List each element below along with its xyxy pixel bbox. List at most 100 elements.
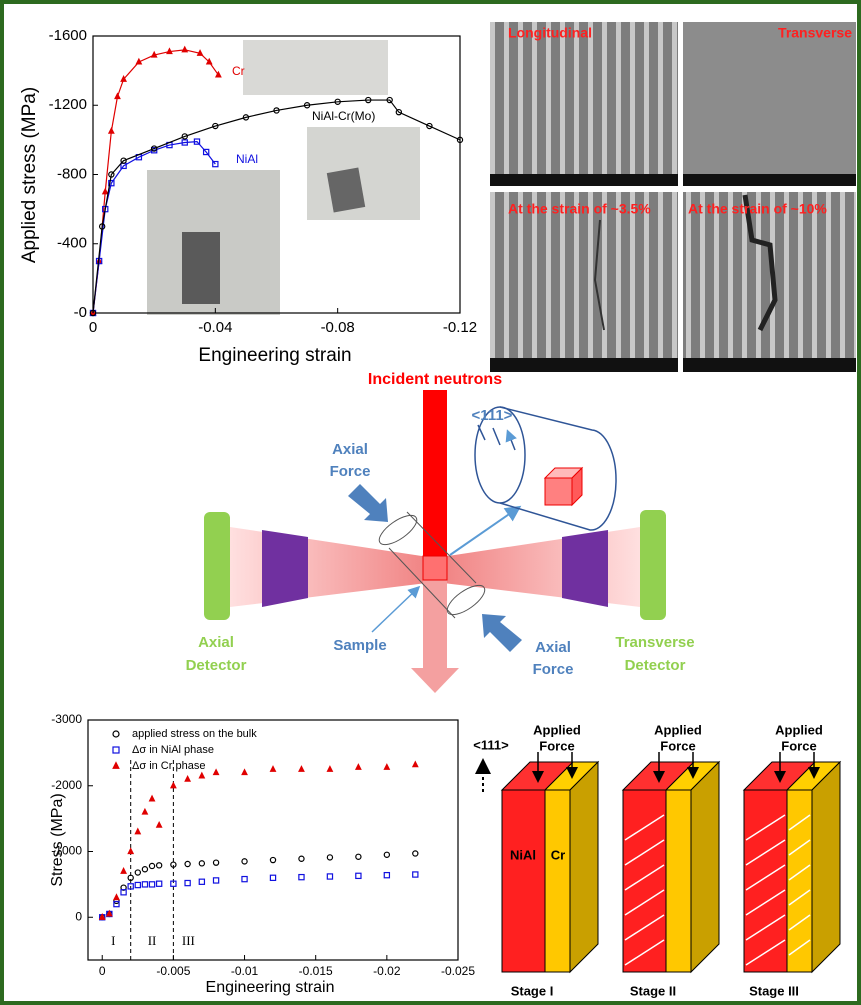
y-tick-label: -400 bbox=[57, 235, 87, 252]
marker bbox=[242, 114, 250, 121]
series-label: Cr bbox=[232, 64, 245, 78]
marker bbox=[269, 765, 277, 772]
force-label: Applied bbox=[533, 722, 581, 737]
direction-label: <111> bbox=[473, 737, 509, 752]
marker bbox=[107, 126, 115, 134]
micrograph bbox=[490, 192, 678, 372]
block-front bbox=[743, 789, 788, 973]
phase-label: NiAl bbox=[510, 847, 536, 862]
marker bbox=[166, 47, 173, 55]
slip-line bbox=[788, 939, 811, 956]
x-tick-label: -0.02 bbox=[373, 964, 401, 978]
y-tick-label: -3000 bbox=[51, 712, 82, 726]
x-tick-label: -0.08 bbox=[321, 319, 355, 336]
force-label: Force bbox=[330, 463, 371, 480]
slip-line bbox=[624, 914, 665, 941]
marker bbox=[148, 881, 156, 888]
y-tick-label: -1200 bbox=[49, 96, 87, 113]
marker bbox=[386, 96, 393, 104]
marker bbox=[298, 855, 305, 862]
detector bbox=[204, 512, 230, 620]
marker bbox=[148, 794, 156, 802]
marker bbox=[205, 57, 213, 65]
x-tick-label: -0.12 bbox=[443, 319, 477, 336]
y-tick-label: -1000 bbox=[51, 844, 82, 858]
micrograph-label: Longitudinal bbox=[508, 25, 592, 41]
marker bbox=[355, 872, 362, 880]
slip-line bbox=[788, 839, 811, 856]
marker bbox=[98, 223, 106, 230]
marker bbox=[141, 881, 149, 888]
marker bbox=[241, 768, 248, 776]
slip-line bbox=[624, 839, 665, 866]
marker bbox=[198, 771, 206, 779]
marker bbox=[155, 880, 163, 887]
marker bbox=[198, 878, 206, 885]
stage-label: II bbox=[148, 933, 157, 948]
slip-line bbox=[745, 814, 786, 841]
marker bbox=[135, 57, 143, 65]
marker bbox=[134, 869, 142, 876]
series-line bbox=[92, 99, 461, 314]
sample-end bbox=[378, 514, 418, 546]
slip-line bbox=[788, 814, 811, 831]
marker bbox=[303, 102, 311, 109]
x-tick-label: -0.04 bbox=[198, 319, 232, 336]
block-front bbox=[622, 789, 667, 973]
marker bbox=[241, 875, 248, 883]
stage-name: Stage III bbox=[749, 983, 799, 998]
detector-label: Detector bbox=[186, 657, 247, 674]
micrographs: Longitudinal Transverse At the strain of… bbox=[490, 22, 856, 372]
marker bbox=[170, 861, 177, 868]
marker bbox=[395, 108, 403, 116]
micrograph-label: At the strain of ~3.5% bbox=[508, 201, 651, 217]
slip-line bbox=[745, 889, 786, 916]
chart: -0 -400 -800 -1200 -1600 0 -0.04 -0.08 -0.12 Appl… bbox=[19, 27, 477, 366]
y-axis-label: Applied stress (MPa) bbox=[19, 87, 40, 263]
marker bbox=[383, 851, 391, 858]
marker bbox=[273, 107, 280, 114]
marker bbox=[150, 50, 158, 58]
marker bbox=[141, 866, 149, 873]
stage-name: Stage I bbox=[511, 983, 554, 998]
marker bbox=[181, 45, 189, 53]
x-tick-label: -0.01 bbox=[231, 964, 259, 978]
marker bbox=[196, 49, 204, 56]
marker bbox=[326, 873, 334, 880]
micrograph bbox=[683, 192, 856, 372]
x-tick-label: 0 bbox=[99, 964, 106, 978]
scale-bar bbox=[490, 174, 678, 186]
force-label: Applied bbox=[654, 722, 702, 737]
force-arrow bbox=[482, 614, 522, 652]
marker bbox=[212, 859, 220, 866]
diffraction-diagram: Incident neutrons <111> Axial Force Axia… bbox=[186, 371, 695, 693]
marker bbox=[155, 820, 163, 828]
marker bbox=[298, 873, 305, 881]
direction-arrows bbox=[477, 425, 515, 451]
plot-frame bbox=[87, 719, 459, 961]
marker bbox=[113, 893, 120, 901]
crack bbox=[742, 194, 778, 332]
slip-line bbox=[624, 814, 665, 841]
marker bbox=[326, 854, 334, 861]
marker bbox=[134, 881, 142, 889]
y-tick-label: -2000 bbox=[51, 778, 82, 792]
beam-label: Incident neutrons bbox=[368, 371, 502, 388]
detector-label: Axial bbox=[198, 634, 234, 651]
chart: -3000 -2000 -1000 0 0 -0.005 -0.01 -0.015 -0.02 -… bbox=[49, 712, 475, 996]
force-arrow bbox=[348, 484, 388, 522]
y-tick-label: -800 bbox=[57, 165, 87, 182]
slip-line bbox=[788, 914, 811, 931]
transmitted-beam bbox=[423, 568, 447, 668]
photo-sample bbox=[182, 232, 220, 304]
marker bbox=[120, 889, 127, 896]
slip-line bbox=[624, 939, 665, 966]
marker bbox=[212, 877, 220, 884]
marker bbox=[120, 157, 127, 164]
force-label: Axial bbox=[535, 639, 571, 656]
marker bbox=[426, 122, 433, 130]
marker bbox=[114, 92, 121, 100]
marker bbox=[241, 858, 248, 865]
marker bbox=[98, 913, 106, 920]
force-label: Force bbox=[781, 738, 816, 753]
